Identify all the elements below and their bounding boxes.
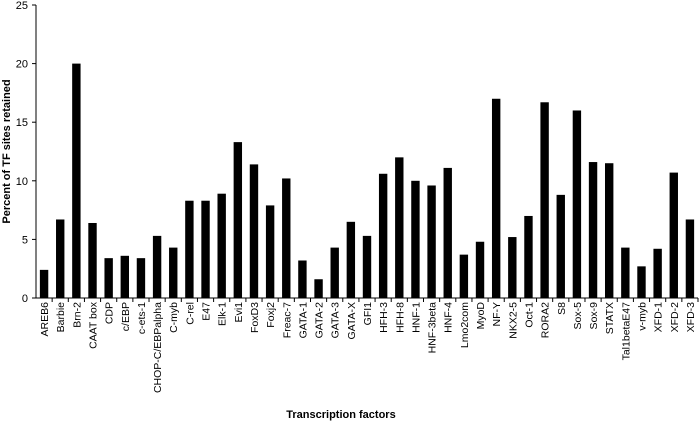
y-axis-ticks: 0 5 10 15 20 25 — [16, 0, 36, 305]
x-category-label: Oct-1 — [523, 302, 535, 328]
bar — [88, 222, 97, 298]
bar — [56, 219, 65, 298]
bar — [508, 237, 517, 298]
bar — [378, 173, 388, 298]
bar — [136, 258, 146, 298]
bar — [72, 63, 81, 298]
bar — [669, 172, 678, 298]
bar — [411, 180, 420, 298]
bar — [152, 235, 162, 298]
bar — [265, 205, 275, 298]
bar — [395, 157, 404, 298]
y-tick-label: 20 — [16, 59, 28, 71]
bar — [104, 258, 113, 298]
bar — [169, 247, 178, 298]
x-category-label: c-ets-1 — [136, 302, 148, 334]
x-category-label: E47 — [201, 302, 213, 321]
bar — [459, 254, 469, 298]
x-category-label: HNF-3beta — [427, 302, 439, 354]
bar — [330, 247, 339, 298]
x-category-label: HFH-3 — [378, 302, 390, 333]
bar — [233, 142, 243, 298]
y-axis-title: Percent of TF sites retained — [1, 79, 13, 223]
bar — [282, 178, 291, 298]
x-category-label: C-rel — [184, 302, 196, 325]
bar — [556, 194, 565, 298]
bar — [491, 98, 501, 298]
bars — [39, 63, 695, 298]
bar — [572, 110, 582, 298]
x-category-label: AREB6 — [39, 302, 51, 337]
x-category-label: CHOP-C/EBPalpha — [152, 302, 164, 393]
x-category-label: Sox-5 — [572, 302, 584, 330]
category-labels: AREB6 Barbie Brn-2 CAAT box CDP c/EBP c-ets-1 C… — [39, 298, 699, 393]
bar — [637, 266, 646, 298]
x-category-label: HFH-8 — [394, 302, 406, 333]
y-tick-label: 0 — [22, 293, 28, 305]
bar — [524, 215, 533, 298]
bar — [475, 241, 485, 298]
x-category-label: MyoD — [475, 302, 487, 330]
x-category-label: Elk-1 — [217, 302, 229, 326]
bar — [120, 255, 130, 298]
x-category-label: HNF-1 — [410, 302, 422, 333]
bar — [39, 269, 49, 298]
bar — [653, 248, 662, 298]
y-tick-label: 5 — [22, 234, 28, 246]
x-category-label: GATA-1 — [297, 302, 309, 339]
x-category-label: C-myb — [168, 302, 180, 333]
x-axis-title: Transcription factors — [286, 409, 395, 421]
x-category-label: NF-Y — [491, 302, 503, 327]
x-category-label: Lmo2com — [459, 302, 471, 348]
x-category-label: XFD-2 — [669, 302, 681, 332]
x-category-label: NKX2-5 — [507, 302, 519, 339]
bar — [588, 162, 598, 298]
x-category-label: Freac-7 — [281, 302, 293, 338]
x-category-label: HNF-4 — [443, 302, 455, 333]
bar — [249, 164, 259, 298]
bar — [685, 219, 695, 298]
bar — [346, 221, 356, 298]
x-category-label: S8 — [556, 302, 568, 315]
x-category-label: Foxj2 — [265, 302, 277, 328]
bar — [540, 102, 549, 298]
x-category-label: GATA-X — [346, 302, 358, 340]
x-category-label: FoxD3 — [249, 302, 261, 333]
y-tick-label: 10 — [16, 176, 28, 188]
bar — [201, 200, 210, 298]
bar — [443, 167, 452, 298]
x-category-label: c/EBP — [120, 302, 132, 331]
x-category-label: CAAT box — [88, 301, 100, 349]
y-tick-label: 15 — [16, 117, 28, 129]
x-category-label: Tal1betaE47 — [620, 302, 632, 361]
x-category-label: RORA2 — [540, 302, 552, 338]
x-category-label: XFD-3 — [685, 302, 697, 332]
bar — [427, 185, 436, 298]
bar — [185, 200, 194, 298]
x-category-label: Barbie — [55, 302, 67, 333]
x-category-label: XFD-1 — [653, 302, 665, 332]
bar — [604, 163, 614, 298]
bar — [621, 247, 630, 298]
x-category-label: GATA-3 — [330, 302, 342, 339]
x-category-label: GFI1 — [362, 302, 374, 325]
x-category-label: Evi1 — [233, 302, 245, 323]
bar — [298, 260, 307, 298]
x-category-label: Sox-9 — [588, 302, 600, 330]
x-category-label: v-myb — [636, 302, 648, 331]
y-tick-label: 25 — [16, 0, 28, 12]
bar — [217, 193, 226, 298]
x-category-label: GATA-2 — [314, 302, 326, 339]
x-category-label: STATX — [604, 302, 616, 334]
bar — [314, 279, 323, 298]
x-category-label: CDP — [104, 302, 116, 324]
bar — [362, 235, 372, 298]
x-category-label: Brn-2 — [71, 302, 83, 328]
